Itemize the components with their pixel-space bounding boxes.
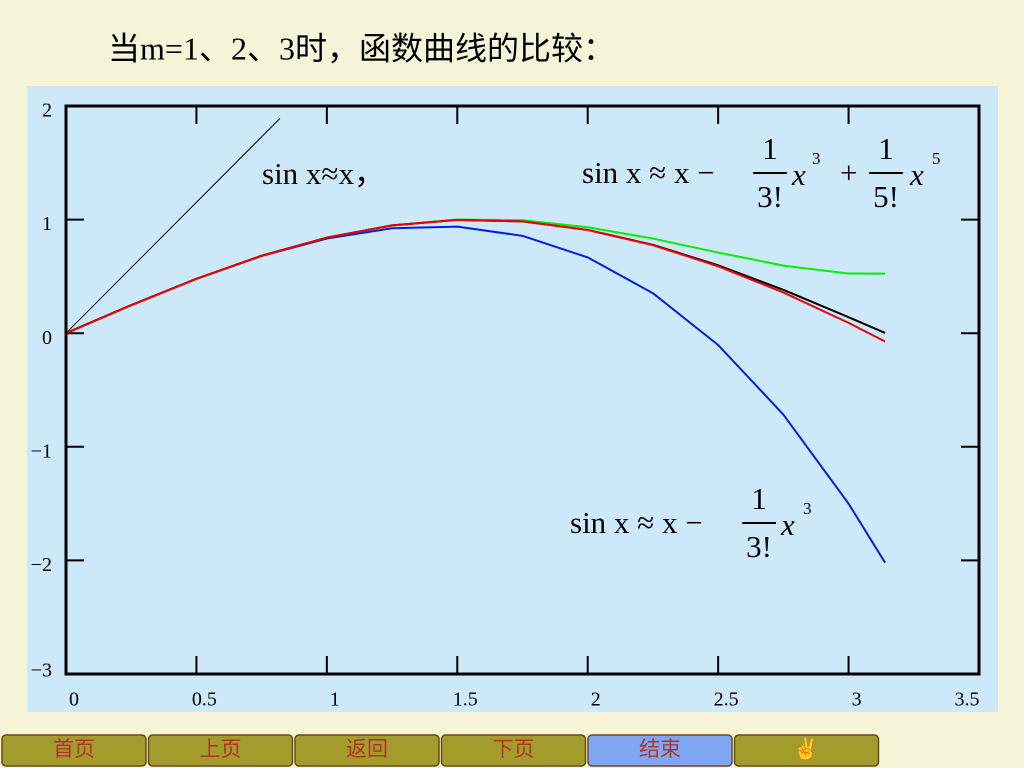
nav-button-bg[interactable]	[733, 734, 880, 767]
annotation: +	[840, 155, 857, 190]
nav-button-bg[interactable]	[587, 734, 733, 767]
y-tick-label: 2	[42, 100, 52, 122]
nav-button-label[interactable]: 下页	[493, 737, 535, 761]
y-tick-label: 0	[42, 327, 52, 349]
annotation-first: sin x≈x，	[262, 156, 385, 191]
nav-button-label[interactable]: 首页	[53, 737, 95, 761]
nav-button[interactable]: 返回	[294, 734, 440, 767]
nav-button[interactable]: 结束	[587, 734, 733, 767]
nav-button[interactable]: 上页	[147, 734, 294, 767]
x-tick-label: 2	[591, 689, 601, 711]
annotation: sin x≈x，	[262, 156, 385, 191]
plot	[65, 105, 980, 675]
annotation: 1	[751, 481, 767, 516]
nav-button-label[interactable]: 结束	[639, 737, 681, 761]
annotation: x	[909, 157, 924, 192]
x-tick-label: 1.5	[453, 689, 478, 711]
slide-title: 当m=1、2、3时，函数曲线的比较：	[108, 30, 615, 66]
y-tick-label: −2	[31, 554, 52, 576]
y-tick-label: −3	[31, 660, 52, 682]
nav-bar: 首页 上页 返回 下页 结束 ✌	[1, 734, 880, 767]
nav-button-bg[interactable]	[1, 734, 147, 767]
nav-button-label[interactable]: 上页	[200, 737, 242, 761]
nav-button[interactable]: ✌	[733, 734, 880, 767]
annotation-third: sin x ≈ x − 1 3! x 3	[570, 481, 812, 564]
nav-button-bg[interactable]	[440, 734, 587, 767]
series-line	[65, 218, 886, 343]
annotation: 3	[803, 499, 812, 518]
annotation: 1	[878, 131, 894, 166]
annotation: 5!	[873, 179, 899, 214]
x-tick-label: 0	[69, 689, 79, 711]
nav-button-label[interactable]: ✌	[793, 736, 819, 762]
y-tick-label: −1	[31, 440, 52, 462]
annotation: sin x ≈ x −	[570, 505, 703, 540]
nav-button[interactable]: 下页	[440, 734, 587, 767]
plot-panel	[27, 86, 998, 712]
x-tick-label: 3	[852, 689, 862, 711]
y-tick-label: 1	[42, 213, 52, 235]
annotation: x	[780, 507, 795, 542]
annotation: 3!	[757, 179, 783, 214]
nav-button-label[interactable]: 返回	[346, 737, 388, 761]
plot-frame	[64, 104, 981, 676]
nav-button[interactable]: 首页	[1, 734, 147, 767]
nav-button-bg[interactable]	[147, 734, 294, 767]
x-tick-label: 3.5	[955, 689, 980, 711]
annotation-fifth: sin x ≈ x − 1 3! x 3 + 1 5! x 5	[582, 131, 941, 214]
annotation: 5	[932, 149, 941, 168]
annotation: 3!	[746, 529, 772, 564]
series-line	[65, 118, 281, 334]
x-tick-label: 0.5	[192, 689, 217, 711]
annotation: 3	[812, 149, 821, 168]
annotation: sin x ≈ x −	[582, 155, 715, 190]
x-tick-label: 1	[330, 689, 340, 711]
x-tick-label: 2.5	[714, 689, 739, 711]
annotation: 1	[762, 131, 778, 166]
nav-button-bg[interactable]	[294, 734, 440, 767]
annotation: x	[791, 157, 806, 192]
